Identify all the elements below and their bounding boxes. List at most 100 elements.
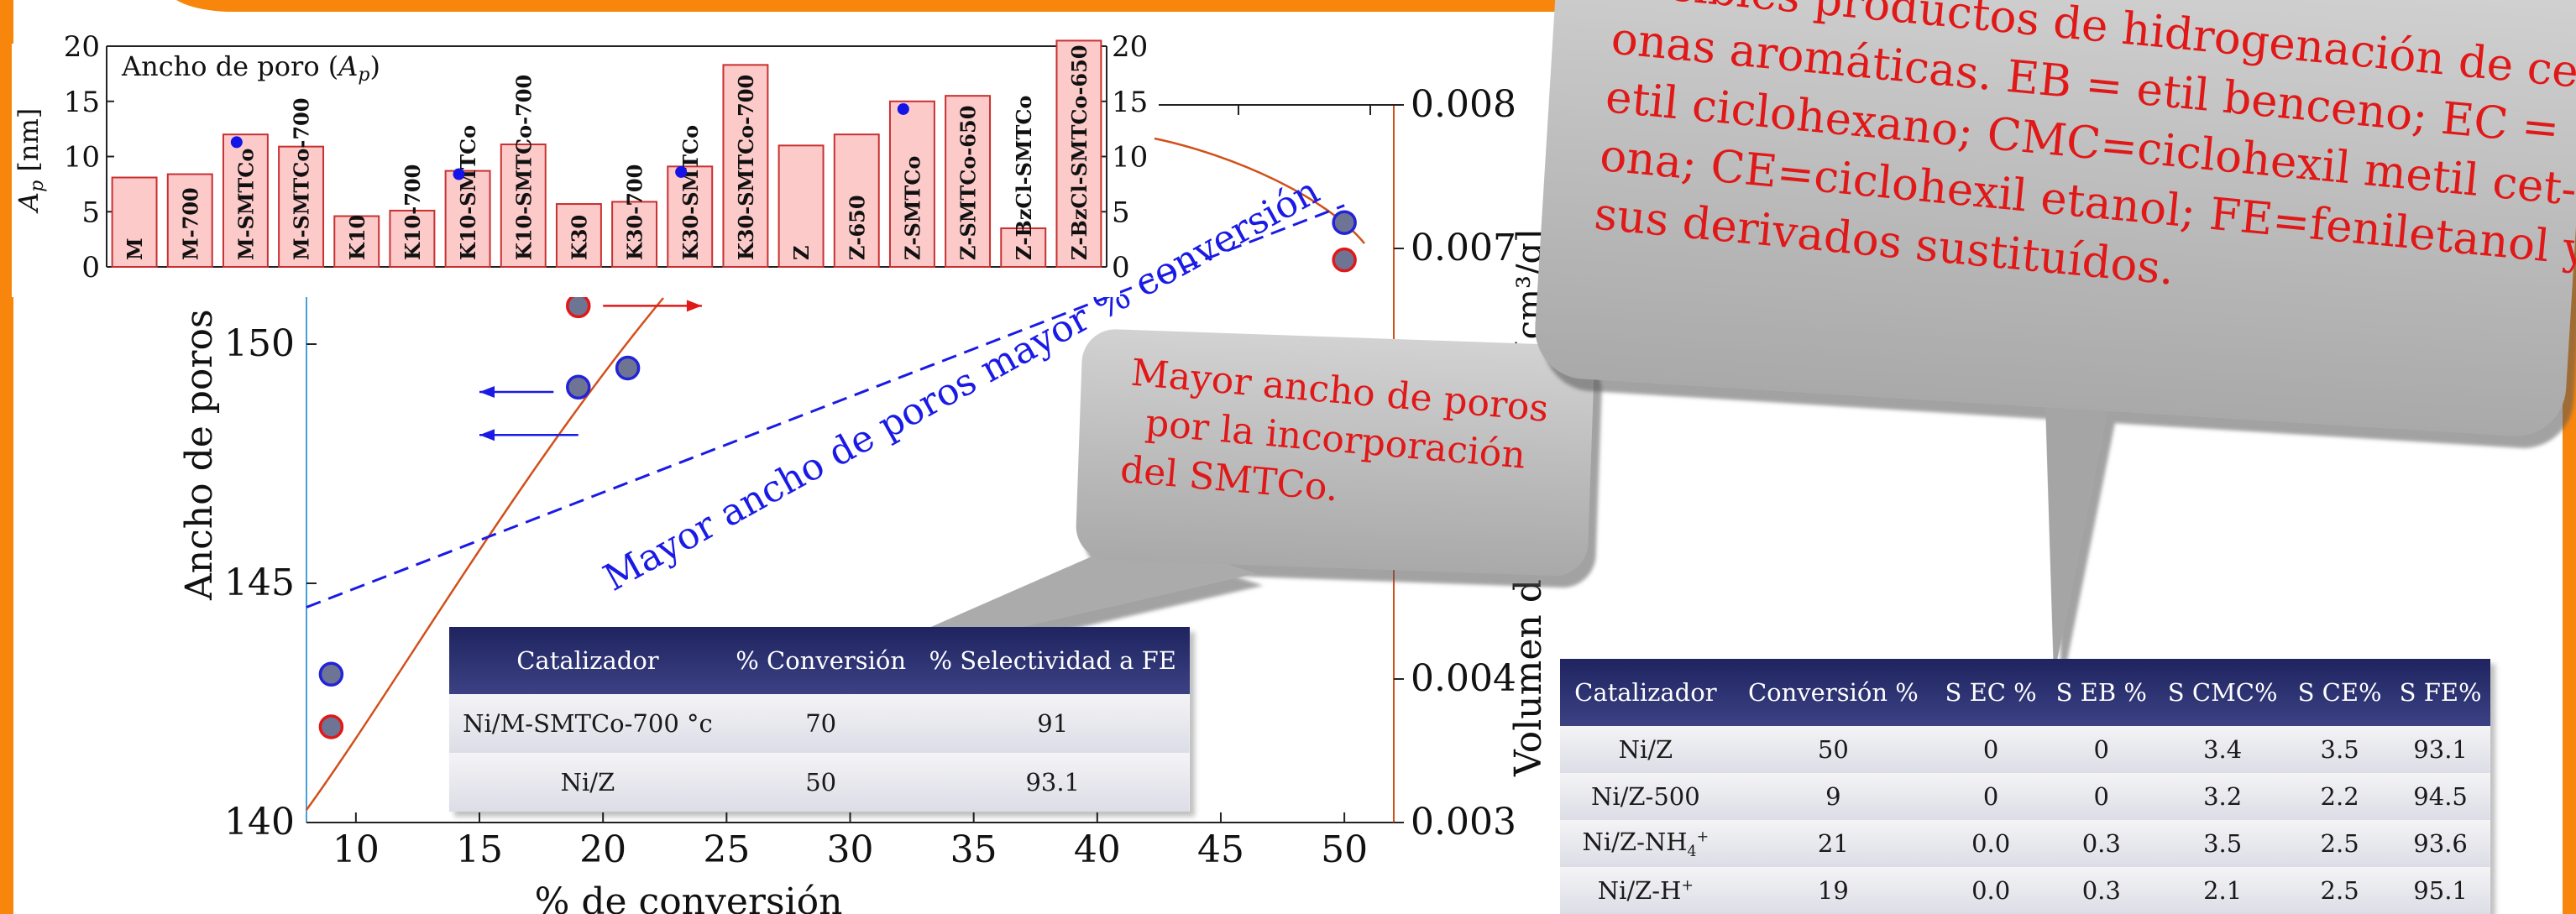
inset-title: Ancho de poro (Ap): [121, 50, 380, 86]
inset-bar-label: K10-700: [401, 165, 425, 260]
inset-bar: [833, 133, 880, 268]
cell-selectividad: 93.1: [1025, 768, 1081, 796]
inset-bar-label: M: [123, 238, 147, 260]
inset-bar-label: K10: [345, 215, 369, 260]
y-right-tick-label: 0.003: [1411, 801, 1516, 843]
inset-bar: [555, 203, 602, 268]
y-left-tick-label: 140: [224, 801, 295, 843]
inset-y-tick-label: 10: [64, 141, 100, 175]
inset-bar: [333, 215, 380, 269]
inset-bar-label: M-SMTCo: [233, 149, 258, 260]
cell-s-ce: 2.5: [2320, 876, 2359, 905]
cell-s-fe: 94.5: [2413, 782, 2468, 811]
col-catalizador: Catalizador: [1560, 659, 1731, 726]
inset-bar-label: K30: [567, 215, 591, 260]
table-row: Ni/Z 50 93.1: [449, 753, 1190, 812]
cat-sup: +: [1681, 877, 1694, 895]
col-s-ce: S CE%: [2289, 659, 2391, 726]
cell-s-eb: 0.3: [2081, 829, 2121, 858]
callout-products-bubble: [1535, 0, 2576, 436]
data-point-marker: [1332, 247, 1357, 273]
cat-sup: +: [1696, 828, 1709, 845]
inset-y-label-symbol: A: [13, 192, 45, 214]
inset-y-tick-label-right: 20: [1112, 30, 1148, 64]
x-tick-label: 10: [332, 828, 380, 871]
inset-title-part: p: [358, 65, 369, 86]
inset-bar: [945, 95, 992, 268]
inset-bar: [111, 176, 158, 268]
cell-s-cmc: 2.1: [2203, 876, 2243, 905]
table-row: Ni/Z-H+ 19 0.0 0.3 2.1 2.5 95.1: [1560, 867, 2490, 914]
inset-y-tick-label-right: 10: [1112, 141, 1148, 175]
x-axis-label: % de conversión: [535, 880, 843, 914]
callout-pores-bubble: [1076, 329, 1594, 576]
trend-curve-left: [305, 297, 664, 811]
col-s-cmc: S CMC%: [2156, 659, 2289, 726]
inset-bar-label: K30-700: [623, 165, 647, 260]
cell-s-cmc: 3.2: [2203, 782, 2243, 811]
inset-bar: [1055, 39, 1102, 269]
inset-bar-label: Z: [789, 245, 814, 260]
inset-title-part: A: [336, 50, 358, 82]
y-right-tick-label: 0.008: [1411, 83, 1516, 126]
selectivity-table: Catalizador Conversión % S EC % S EB % S…: [1560, 659, 2490, 914]
inset-bar: [1000, 227, 1047, 269]
cat-base: Ni/Z-H: [1597, 876, 1682, 905]
x-tick-label: 30: [827, 828, 874, 871]
data-point-marker: [1332, 210, 1357, 235]
cat-base: Ni/Z-NH: [1582, 827, 1688, 856]
inset-bar-label: Z-650: [845, 195, 869, 260]
inset-y-label: Ap [nm]: [13, 108, 48, 214]
inset-bar: [778, 144, 825, 268]
cell-conversion: 19: [1817, 876, 1849, 905]
table-row: Ni/Z-NH4+ 21 0.0 0.3 3.5 2.5 93.6: [1560, 820, 2490, 867]
y-right-tick-label: 0.007: [1411, 227, 1516, 269]
cell-s-ce: 2.5: [2320, 829, 2359, 858]
inset-marker: [453, 168, 465, 180]
cell-catalizador: Ni/Z-500: [1590, 782, 1700, 811]
inset-bar: [222, 133, 269, 268]
cell-selectividad: 91: [1037, 709, 1069, 738]
y-left-tick-label: 145: [224, 561, 295, 604]
cell-conversion: 70: [805, 709, 837, 738]
col-selectividad: % Selectividad a FE: [915, 627, 1190, 694]
inset-bar-label: Z-BzCl-SMTCo-650: [1067, 45, 1092, 261]
inset-bar-label: Z-BzCl-SMTCo: [1012, 96, 1036, 260]
cell-s-ce: 3.5: [2320, 735, 2359, 764]
inset-bar-label: K10-SMTCo: [456, 125, 480, 260]
shift-arrow-head: [479, 386, 495, 398]
cell-s-eb: 0: [2093, 782, 2109, 811]
inset-bar-label: Z-SMTCo: [900, 156, 924, 260]
inset-bar: [444, 170, 491, 268]
cell-catalizador: Ni/Z: [1618, 735, 1673, 764]
col-catalizador: Catalizador: [449, 627, 726, 694]
inset-bar: [888, 100, 935, 268]
x-tick-label: 25: [703, 828, 750, 871]
cell-s-eb: 0.3: [2081, 876, 2121, 905]
inset-bar-label: M-SMTCo-700: [290, 98, 314, 260]
table-row: Ni/Z-500 9 0 0 3.2 2.2 94.5: [1560, 773, 2490, 820]
y-left-axis-label: Ancho de poros [: [178, 283, 221, 601]
conversion-table: Catalizador % Conversión % Selectividad …: [449, 627, 1190, 812]
selectivity-table-header: Catalizador Conversión % S EC % S EB % S…: [1560, 659, 2490, 726]
x-tick-label: 50: [1321, 828, 1368, 871]
cell-s-ec: 0.0: [1971, 876, 2011, 905]
data-point-marker: [615, 355, 641, 381]
cell-catalizador: Ni/Z-NH4+: [1560, 820, 1731, 867]
cell-s-fe: 95.1: [2413, 876, 2468, 905]
data-point-marker: [318, 661, 344, 687]
inset-bar-label: Z-SMTCo-650: [956, 106, 981, 260]
inset-y-tick-label-right: 15: [1112, 86, 1148, 119]
cell-catalizador: Ni/M-SMTCo-700 °c: [463, 709, 713, 738]
conversion-table-header: Catalizador % Conversión % Selectividad …: [449, 627, 1190, 694]
inset-bar: [722, 64, 769, 269]
inset-y-tick-label: 15: [64, 86, 100, 119]
inset-bar-label: K10-SMTCo-700: [511, 75, 536, 260]
inset-bar: [166, 173, 213, 268]
y-left-tick-label: 150: [224, 322, 295, 365]
inset-y-tick-label: 5: [81, 196, 100, 229]
inset-bar-label: K30-SMTCo: [678, 125, 703, 260]
inset-marker: [897, 102, 909, 115]
data-point-marker: [318, 714, 344, 739]
cell-catalizador: Ni/Z-H+: [1560, 867, 1731, 914]
